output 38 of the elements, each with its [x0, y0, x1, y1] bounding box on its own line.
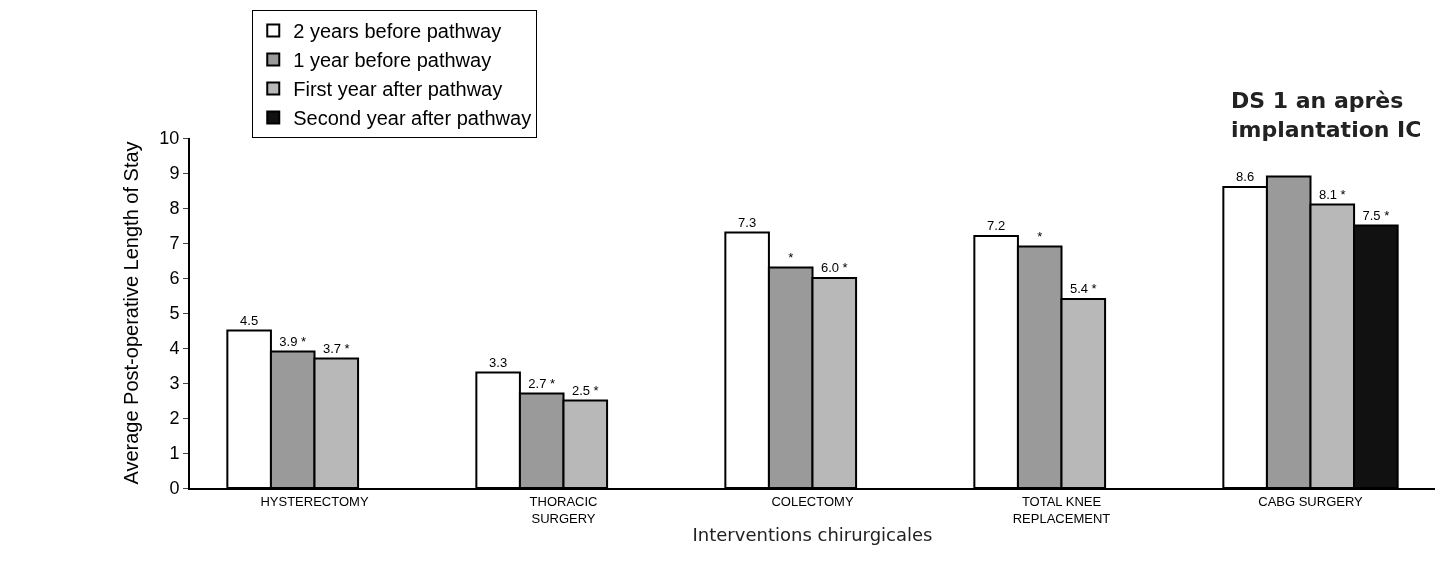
data-label: 7.2	[987, 218, 1006, 233]
data-label: 8.1 *	[1318, 186, 1346, 202]
data-label: 7.5 *	[1362, 207, 1390, 223]
data-label: 6.0 *	[820, 260, 848, 275]
y-tick-label: 0	[169, 478, 180, 499]
y-tick-label: 8	[169, 198, 180, 219]
annotation: DS 1 an après implantation IC	[1231, 88, 1422, 142]
x-tick-label: COLECTOMY	[771, 493, 854, 509]
x-tick-label: TOTAL KNEE REPLACEMENT	[1012, 493, 1111, 526]
y-tick-label: 6	[169, 268, 180, 289]
data-label: *	[1037, 228, 1043, 244]
y-tick-label: 5	[169, 303, 180, 324]
data-label: 2.5 *	[571, 382, 599, 398]
y-tick-label: 7	[169, 233, 180, 254]
x-tick-label: HYSTERECTOMY	[260, 493, 369, 509]
data-label: 3.3	[489, 354, 508, 370]
y-tick-label: 10	[159, 128, 180, 149]
data-label: 4.5	[240, 312, 259, 328]
y-tick-label: 9	[169, 163, 180, 184]
legend-label: 1 year before pathway	[293, 49, 492, 72]
legend-label: First year after pathway	[293, 78, 503, 101]
y-tick-label: 3	[169, 373, 180, 394]
x-tick-label: CABG SURGERY	[1258, 493, 1364, 509]
data-label: 5.4 *	[1069, 281, 1097, 296]
y-tick-label: 2	[169, 408, 180, 429]
y-tick-label: 1	[169, 443, 180, 464]
y-tick-label: 4	[169, 338, 180, 359]
x-tick-label: THORACIC SURGERY	[529, 493, 598, 526]
y-axis-title: Average Post-operative Length of Stay	[120, 141, 143, 485]
data-label: 2.7 *	[528, 375, 556, 391]
legend-label: 2 years before pathway	[293, 20, 502, 43]
data-label: 3.7 *	[322, 340, 350, 356]
data-label: *	[788, 249, 794, 265]
data-label: 3.9 *	[279, 333, 307, 349]
x-axis-title: Interventions chirurgicales	[692, 524, 933, 546]
data-label: 7.3	[738, 214, 757, 230]
legend-label: Second year after pathway	[293, 107, 532, 130]
data-label: 8.6	[1236, 169, 1255, 184]
